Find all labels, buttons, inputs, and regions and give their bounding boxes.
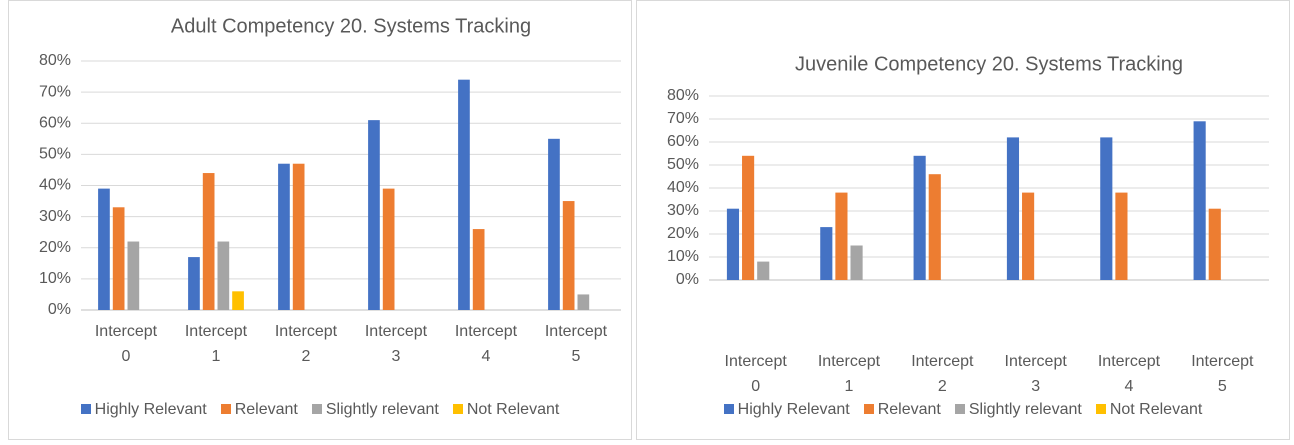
y-tick-label: 10%: [39, 270, 71, 287]
legend-label: Slightly relevant: [325, 401, 439, 418]
y-tick-label: 0%: [48, 301, 71, 318]
y-tick-label: 50%: [39, 146, 71, 163]
x-tick-label: Intercept 2: [274, 323, 338, 365]
x-tick-label: Intercept 2: [911, 353, 974, 395]
y-tick-label: 40%: [667, 179, 699, 196]
x-tick-label: Intercept 4: [454, 323, 518, 365]
legend-item: Not Relevant: [1095, 401, 1203, 419]
y-tick-label: 60%: [39, 114, 71, 131]
chart-title: Juvenile Competency 20. Systems Tracking: [795, 53, 1183, 75]
bar: [188, 257, 200, 310]
y-tick-label: 20%: [667, 225, 699, 242]
legend-label: Slightly relevant: [968, 401, 1082, 418]
bar: [112, 207, 125, 310]
x-tick-label: Intercept 5: [544, 323, 608, 365]
legend-label: Relevant: [234, 401, 298, 418]
bar: [368, 120, 380, 310]
bar: [1100, 137, 1113, 280]
y-tick-label: 80%: [39, 52, 71, 69]
legend-swatch: [452, 404, 463, 414]
legend-swatch: [80, 404, 91, 414]
chart-title: Adult Competency 20. Systems Tracking: [171, 15, 531, 37]
x-tick-label: Intercept 0: [94, 323, 158, 365]
legend-item: Relevant: [220, 401, 298, 419]
x-tick-label: Intercept 0: [724, 353, 787, 395]
bar: [127, 241, 140, 310]
legend-label: Highly Relevant: [737, 401, 850, 418]
legend-swatch: [311, 404, 322, 414]
y-tick-label: 30%: [39, 208, 71, 225]
bar: [98, 188, 110, 310]
bar: [835, 192, 848, 280]
bar: [1193, 121, 1206, 280]
legend: Highly Relevant Relevant Slightly relevant…: [9, 401, 631, 419]
chart-panel: Adult Competency 20. Systems Tracking 0% 1…: [8, 0, 632, 440]
legend-item: Highly Relevant: [723, 401, 850, 419]
y-tick-label: 50%: [667, 156, 699, 173]
bar: [202, 173, 215, 310]
legend-item: Slightly relevant: [954, 401, 1082, 419]
bar: [278, 163, 290, 310]
bar: [928, 174, 941, 280]
legend-label: Not Relevant: [1109, 401, 1203, 418]
y-tick-label: 10%: [667, 248, 699, 265]
chart: Adult Competency 20. Systems Tracking 0% 1…: [39, 15, 621, 318]
bar: [850, 245, 863, 280]
y-tick-label: 70%: [39, 83, 71, 100]
y-tick-label: 20%: [39, 239, 71, 256]
y-tick-label: 70%: [667, 110, 699, 127]
bar: [742, 155, 755, 280]
bar: [1022, 192, 1035, 280]
x-tick-label: Intercept 4: [1097, 353, 1161, 395]
bar: [562, 201, 575, 310]
x-tick-label: Intercept 1: [817, 353, 881, 395]
bar: [548, 138, 560, 310]
bar: [292, 163, 305, 310]
y-tick-label: 0%: [676, 271, 699, 288]
legend-swatch: [1095, 404, 1106, 414]
bar: [1006, 137, 1020, 280]
x-tick-label: Intercept 5: [1191, 353, 1254, 395]
x-tick-label: Intercept 1: [184, 323, 248, 365]
y-tick-label: 40%: [39, 177, 71, 194]
bar: [577, 294, 590, 310]
legend-swatch: [220, 404, 231, 414]
chart: Juvenile Competency 20. Systems Tracking…: [667, 53, 1269, 288]
bar: [458, 79, 470, 310]
y-tick-label: 60%: [667, 133, 699, 150]
bar: [726, 208, 740, 280]
legend-swatch: [954, 404, 965, 414]
x-tick-label: Intercept 3: [1004, 353, 1067, 395]
bar: [913, 155, 926, 280]
bar: [232, 291, 244, 310]
chart-panel: Juvenile Competency 20. Systems Tracking…: [636, 0, 1290, 440]
y-tick-label: 30%: [667, 202, 699, 219]
legend-label: Relevant: [877, 401, 941, 418]
y-tick-label: 80%: [667, 87, 699, 104]
legend-item: Highly Relevant: [80, 401, 207, 419]
bar: [820, 227, 833, 280]
legend: Highly Relevant Relevant Slightly relevant…: [637, 401, 1289, 419]
x-tick-label: Intercept 3: [364, 323, 428, 365]
legend-item: Relevant: [863, 401, 941, 419]
bar: [382, 188, 395, 310]
bar: [217, 241, 230, 310]
bar: [1115, 192, 1128, 280]
legend-label: Not Relevant: [466, 401, 560, 418]
legend-item: Slightly relevant: [311, 401, 439, 419]
legend-item: Not Relevant: [452, 401, 560, 419]
legend-swatch: [723, 404, 734, 414]
bar: [1208, 208, 1221, 280]
bar: [757, 261, 770, 280]
bar: [472, 229, 485, 310]
legend-swatch: [863, 404, 874, 414]
legend-label: Highly Relevant: [94, 401, 207, 418]
